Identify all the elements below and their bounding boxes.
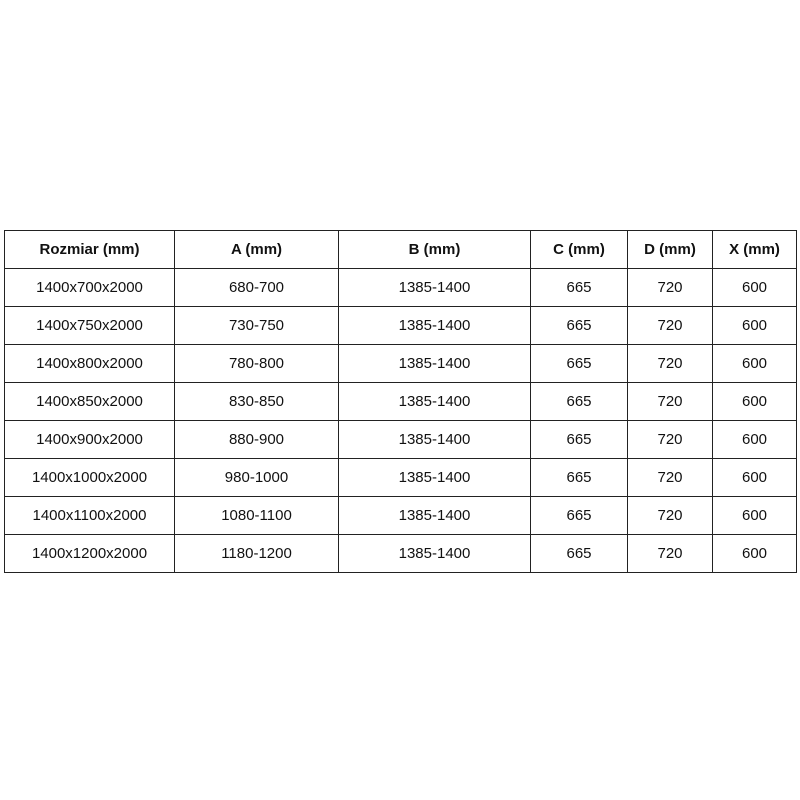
table-cell: 665 — [530, 268, 628, 307]
table-cell: 665 — [530, 306, 628, 345]
column-header: C (mm) — [530, 230, 628, 269]
table-cell: 1385-1400 — [338, 496, 531, 535]
column-header: A (mm) — [174, 230, 339, 269]
table-cell: 720 — [627, 420, 713, 459]
dimensions-table: Rozmiar (mm) A (mm) B (mm) C (mm) D (mm) X (m… — [4, 230, 797, 573]
table-cell: 720 — [627, 306, 713, 345]
table-cell: 1385-1400 — [338, 306, 531, 345]
column-header: D (mm) — [627, 230, 713, 269]
table-cell: 1400x1200x2000 — [4, 534, 175, 573]
table-cell: 600 — [712, 420, 797, 459]
table-cell: 830-850 — [174, 382, 339, 421]
table-cell: 600 — [712, 306, 797, 345]
table-cell: 600 — [712, 534, 797, 573]
table-cell: 1385-1400 — [338, 268, 531, 307]
table-cell: 1385-1400 — [338, 382, 531, 421]
table-cell: 665 — [530, 420, 628, 459]
column-header: Rozmiar (mm) — [4, 230, 175, 269]
table-cell: 720 — [627, 344, 713, 383]
table-cell: 1385-1400 — [338, 344, 531, 383]
table-cell: 665 — [530, 458, 628, 497]
table-cell: 1400x850x2000 — [4, 382, 175, 421]
table-cell: 1400x700x2000 — [4, 268, 175, 307]
table-cell: 720 — [627, 534, 713, 573]
table-cell: 600 — [712, 458, 797, 497]
table-row: 1400x1200x2000 1180-1200 1385-1400 665 720 60… — [4, 534, 797, 573]
table-row: 1400x850x2000 830-850 1385-1400 665 720 600 — [4, 382, 797, 421]
table-cell: 720 — [627, 268, 713, 307]
table-cell: 665 — [530, 496, 628, 535]
table-cell: 1400x800x2000 — [4, 344, 175, 383]
table-cell: 720 — [627, 458, 713, 497]
table-row: 1400x900x2000 880-900 1385-1400 665 720 600 — [4, 420, 797, 459]
table-cell: 1385-1400 — [338, 458, 531, 497]
table-cell: 1080-1100 — [174, 496, 339, 535]
table-row: 1400x800x2000 780-800 1385-1400 665 720 600 — [4, 344, 797, 383]
table-cell: 720 — [627, 496, 713, 535]
table-row: 1400x750x2000 730-750 1385-1400 665 720 600 — [4, 306, 797, 345]
column-header: B (mm) — [338, 230, 531, 269]
table-row: 1400x700x2000 680-700 1385-1400 665 720 600 — [4, 268, 797, 307]
table-cell: 780-800 — [174, 344, 339, 383]
table-cell: 665 — [530, 344, 628, 383]
table-row: 1400x1100x2000 1080-1100 1385-1400 665 720 60… — [4, 496, 797, 535]
table-cell: 600 — [712, 268, 797, 307]
table-cell: 1400x900x2000 — [4, 420, 175, 459]
table-row: 1400x1000x2000 980-1000 1385-1400 665 720 600 — [4, 458, 797, 497]
table-cell: 1400x1100x2000 — [4, 496, 175, 535]
table-cell: 665 — [530, 534, 628, 573]
table-cell: 600 — [712, 496, 797, 535]
table-cell: 600 — [712, 382, 797, 421]
table-cell: 980-1000 — [174, 458, 339, 497]
table-cell: 1180-1200 — [174, 534, 339, 573]
table-cell: 680-700 — [174, 268, 339, 307]
table-cell: 665 — [530, 382, 628, 421]
table-cell: 1385-1400 — [338, 420, 531, 459]
table-cell: 720 — [627, 382, 713, 421]
table-cell: 730-750 — [174, 306, 339, 345]
table-cell: 1400x750x2000 — [4, 306, 175, 345]
table-cell: 880-900 — [174, 420, 339, 459]
table-cell: 1385-1400 — [338, 534, 531, 573]
column-header: X (mm) — [712, 230, 797, 269]
table-cell: 600 — [712, 344, 797, 383]
header-row: Rozmiar (mm) A (mm) B (mm) C (mm) D (mm) X (m… — [4, 230, 797, 269]
table-cell: 1400x1000x2000 — [4, 458, 175, 497]
